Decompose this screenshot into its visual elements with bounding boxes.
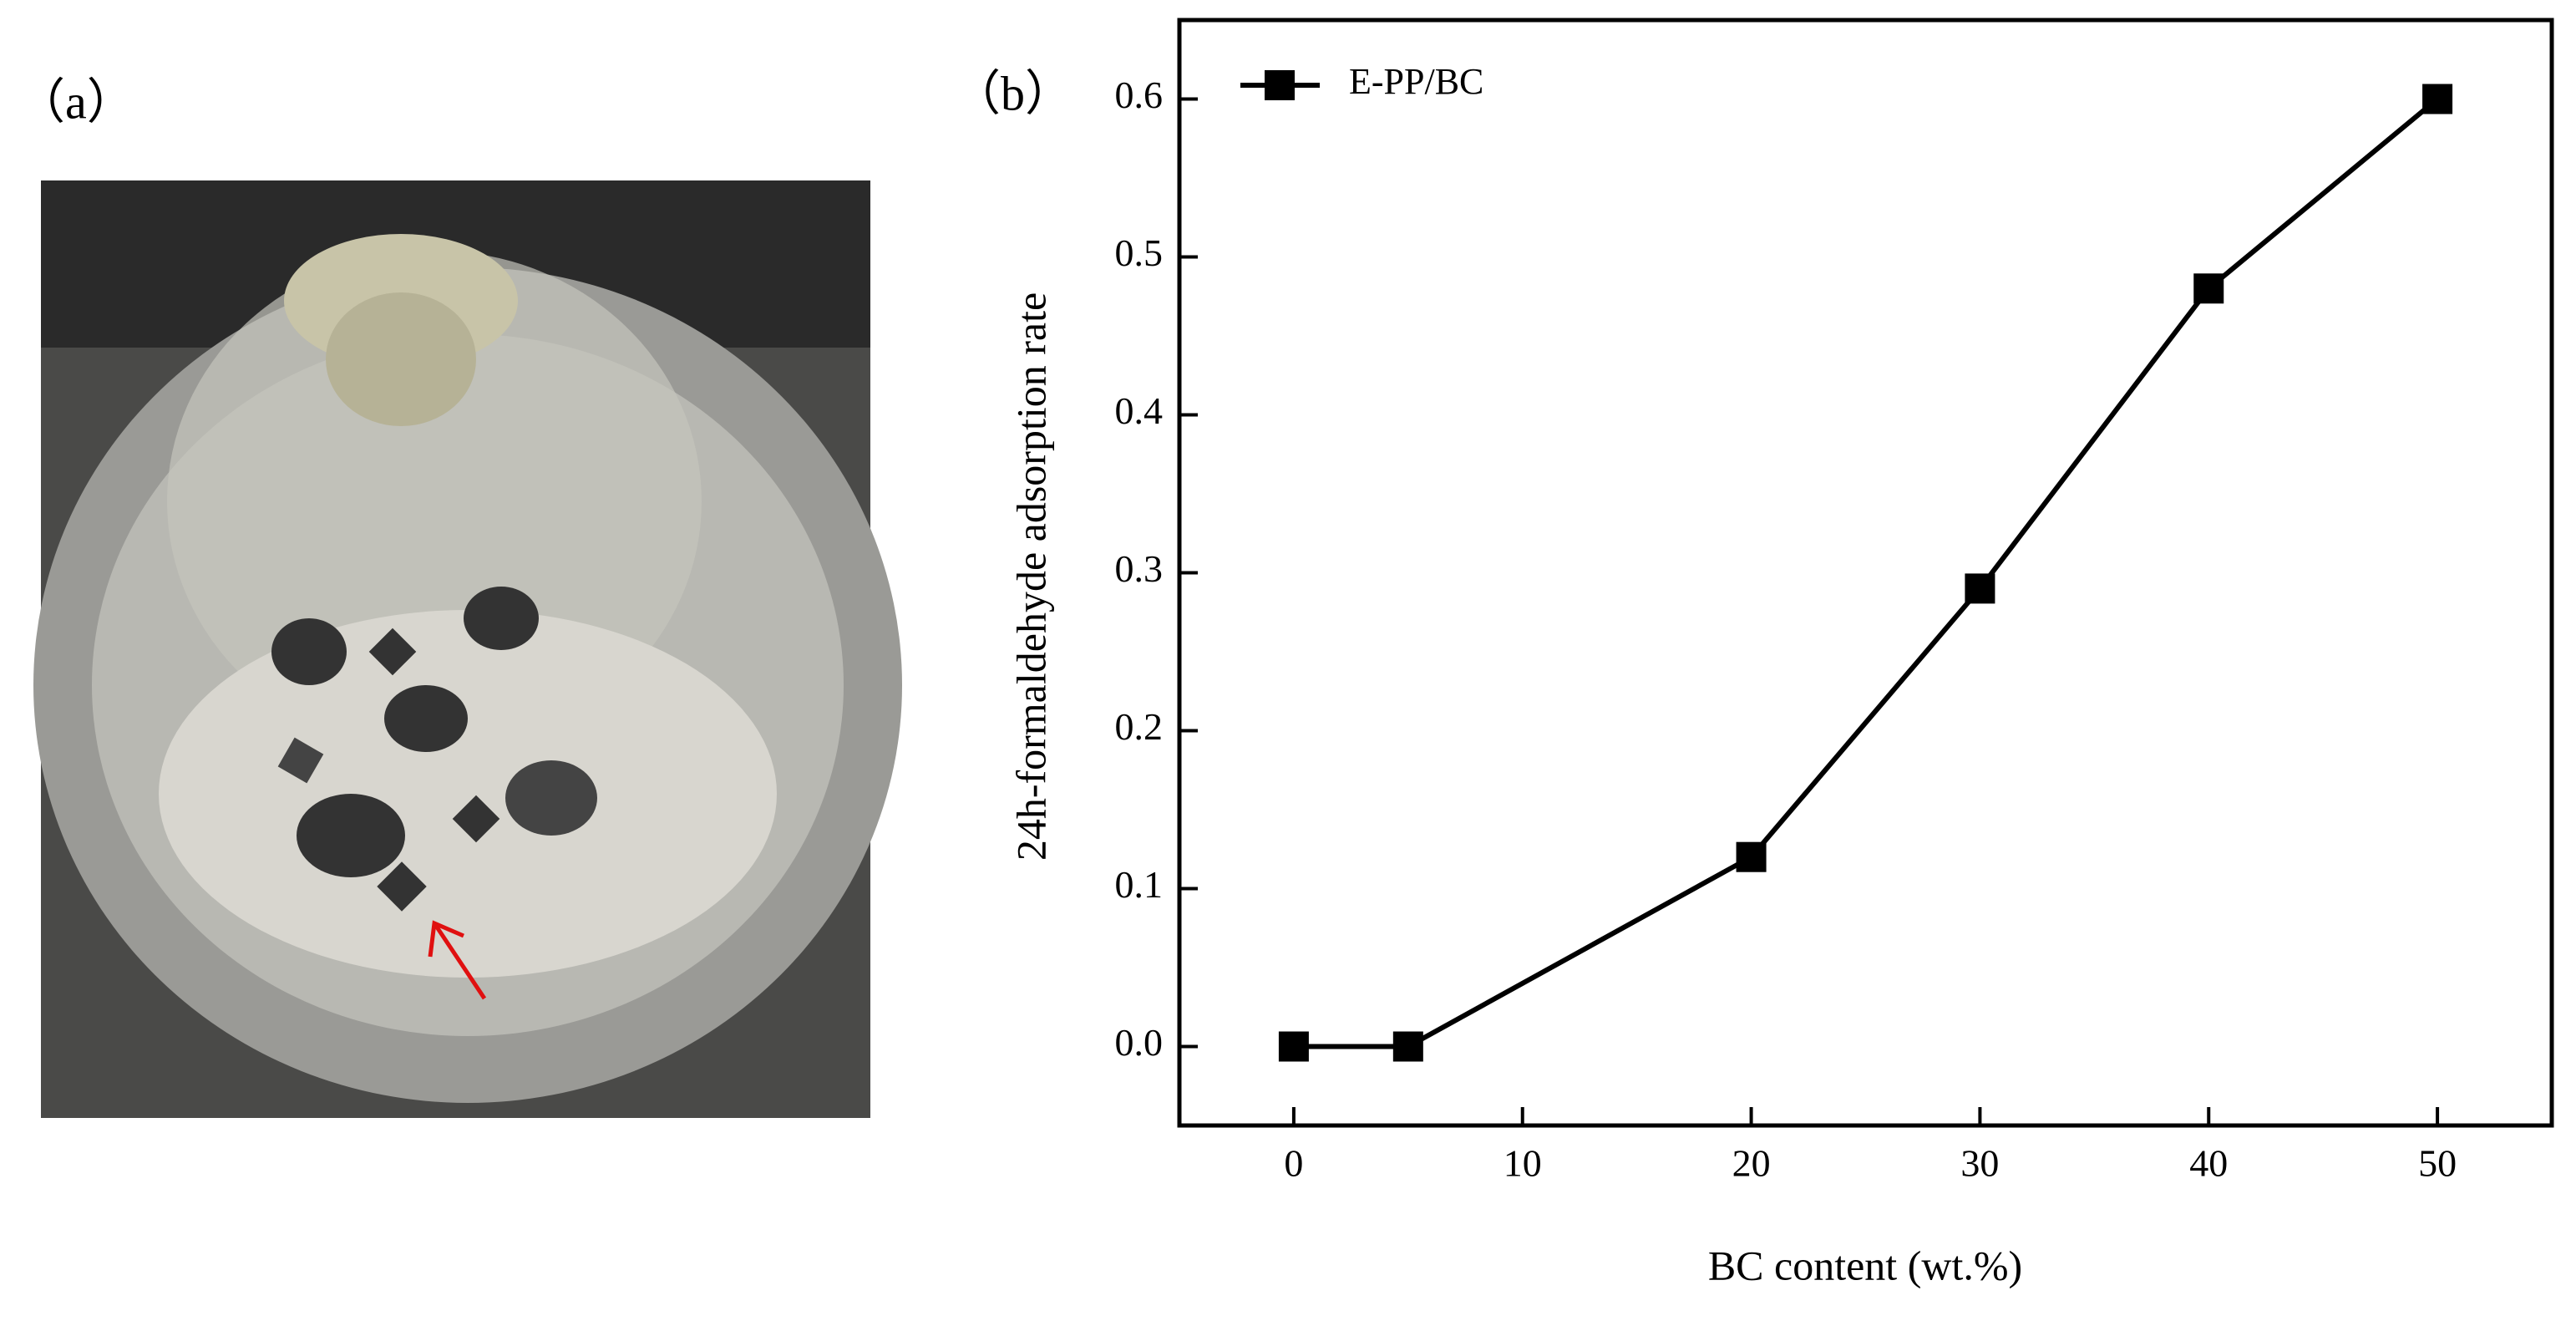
y-tick-label: 0.1 [1115,863,1164,906]
data-line [1293,97,2439,1049]
data-point [1392,1031,1423,1062]
data-point [2193,273,2224,304]
x-tick-label: 10 [1504,1142,1542,1185]
x-tick-label: 30 [1960,1142,1999,1185]
x-tick-label: 0 [1284,1142,1303,1185]
plot-frame [1177,18,2554,1128]
y-tick-label: 0.4 [1115,389,1164,432]
data-point [2422,84,2453,114]
data-point [1736,841,1767,872]
photo [33,180,902,1118]
data-point [1965,573,1995,604]
panel-label: （b） [952,66,1073,120]
x-tick-label: 50 [2418,1142,2457,1185]
y-tick-label: 0.6 [1115,74,1164,116]
x-tick-label: 20 [1732,1142,1771,1185]
y-tick-label: 0.5 [1115,231,1164,274]
legend-marker [1265,70,1295,100]
panel-label: （a） [17,74,135,129]
y-tick-label: 0.2 [1115,705,1164,748]
y-axis-title: 24h-formaldehyde adsorption rate [1007,292,1054,861]
data-point [1278,1031,1309,1062]
legend-label: E-PP/BC [1349,61,1483,102]
y-tick-label: 0.0 [1115,1021,1164,1064]
y-tick-label: 0.3 [1115,547,1164,590]
x-tick-label: 40 [2189,1142,2228,1185]
x-axis-title: BC content (wt.%) [1708,1242,2022,1288]
